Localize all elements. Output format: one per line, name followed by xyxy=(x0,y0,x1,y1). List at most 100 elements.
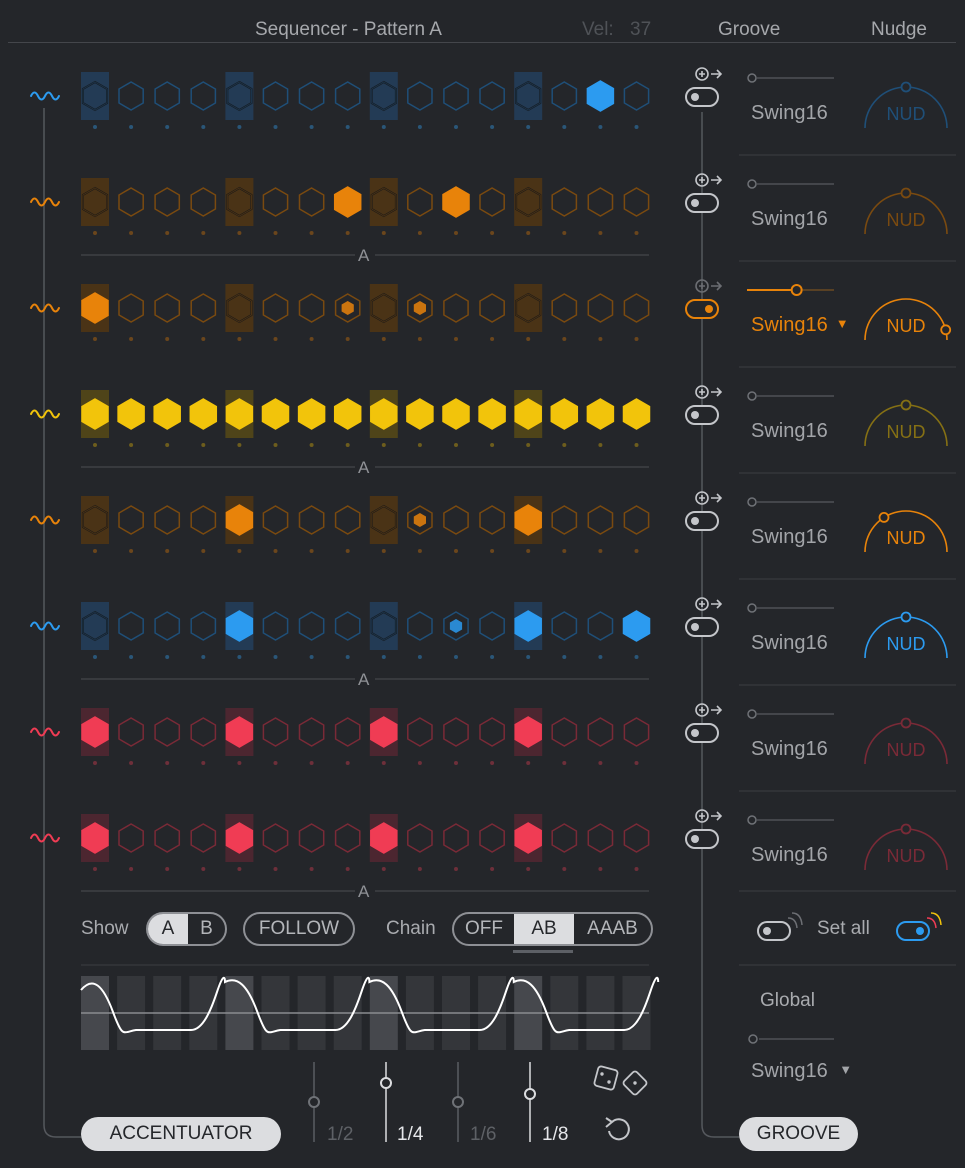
step-cell-ghost[interactable] xyxy=(413,301,426,315)
nudge-knob-handle[interactable] xyxy=(900,399,912,411)
step-cell[interactable] xyxy=(298,81,325,111)
step-cell-on[interactable] xyxy=(153,398,181,430)
step-cell[interactable] xyxy=(118,611,144,641)
step-cell[interactable] xyxy=(443,293,469,323)
swing-select[interactable]: Swing16 xyxy=(751,738,828,761)
step-cell[interactable] xyxy=(551,293,578,323)
step-cell[interactable] xyxy=(298,505,325,535)
add-groove-icon[interactable] xyxy=(695,173,709,187)
step-cell-on[interactable] xyxy=(514,822,542,854)
step-cell[interactable] xyxy=(190,505,217,535)
step-cell-on[interactable] xyxy=(225,716,254,748)
step-cell-on[interactable] xyxy=(225,610,254,642)
wave-icon[interactable] xyxy=(30,515,60,525)
groove-toggle[interactable] xyxy=(685,299,719,319)
nudge-knob-handle[interactable] xyxy=(900,823,912,835)
step-cell-on[interactable] xyxy=(586,80,615,112)
step-cell-on[interactable] xyxy=(117,398,145,430)
step-cell[interactable] xyxy=(623,187,650,217)
step-cell[interactable] xyxy=(407,187,433,217)
step-cell[interactable] xyxy=(190,81,217,111)
step-cell[interactable] xyxy=(118,187,144,217)
groove-button[interactable]: GROOVE xyxy=(739,1117,858,1151)
step-cell[interactable] xyxy=(479,823,505,853)
add-groove-icon[interactable] xyxy=(695,809,709,823)
global-swing-handle[interactable] xyxy=(748,1034,758,1044)
step-cell-on[interactable] xyxy=(225,398,254,430)
step-cell[interactable] xyxy=(154,293,181,323)
step-cell-on[interactable] xyxy=(622,398,651,430)
step-cell-on[interactable] xyxy=(514,504,542,536)
wave-icon[interactable] xyxy=(30,621,60,631)
swing-slider-handle[interactable] xyxy=(747,709,757,719)
chain-off-button[interactable]: OFF xyxy=(465,918,503,939)
rate-slider-handle[interactable] xyxy=(380,1077,392,1089)
nudge-knob-handle[interactable] xyxy=(900,611,912,623)
step-cell[interactable] xyxy=(154,81,181,111)
step-cell[interactable] xyxy=(118,293,144,323)
step-cell[interactable] xyxy=(551,505,578,535)
step-cell[interactable] xyxy=(623,81,650,111)
step-cell[interactable] xyxy=(443,823,469,853)
step-cell[interactable] xyxy=(623,505,650,535)
step-cell-on[interactable] xyxy=(297,398,326,430)
step-cell[interactable] xyxy=(623,293,650,323)
swing-slider-handle[interactable] xyxy=(790,284,803,296)
swing-slider-handle[interactable] xyxy=(747,391,757,401)
show-b-button[interactable]: B xyxy=(200,918,213,939)
step-cell[interactable] xyxy=(407,81,433,111)
step-cell[interactable] xyxy=(262,293,289,323)
step-cell[interactable] xyxy=(587,293,614,323)
accentuator-button[interactable]: ACCENTUATOR xyxy=(81,1117,281,1151)
step-cell-on[interactable] xyxy=(81,822,109,854)
rate-slider-handle[interactable] xyxy=(452,1096,464,1108)
step-cell[interactable] xyxy=(262,823,289,853)
step-cell-on[interactable] xyxy=(370,822,398,854)
step-cell-ghost[interactable] xyxy=(341,301,354,315)
step-cell-on[interactable] xyxy=(81,716,109,748)
step-cell[interactable] xyxy=(479,611,505,641)
step-cell[interactable] xyxy=(407,717,433,747)
step-cell[interactable] xyxy=(443,505,469,535)
step-cell-on[interactable] xyxy=(514,610,542,642)
step-cell[interactable] xyxy=(154,505,181,535)
step-cell-on[interactable] xyxy=(514,716,542,748)
swing-slider-handle[interactable] xyxy=(747,179,757,189)
step-cell-on[interactable] xyxy=(370,716,398,748)
step-cell[interactable] xyxy=(587,187,614,217)
step-cell[interactable] xyxy=(190,823,217,853)
swing-select[interactable]: Swing16 xyxy=(751,632,828,655)
chain-aaab-button[interactable]: AAAB xyxy=(587,918,638,939)
wave-icon[interactable] xyxy=(30,303,60,313)
step-cell-on[interactable] xyxy=(622,610,651,642)
add-groove-icon[interactable] xyxy=(695,279,709,293)
step-cell[interactable] xyxy=(298,611,325,641)
step-cell-on[interactable] xyxy=(333,186,362,218)
step-cell-on[interactable] xyxy=(189,398,218,430)
wave-icon[interactable] xyxy=(30,91,60,101)
wave-icon[interactable] xyxy=(30,833,60,843)
nudge-knob-arc[interactable] xyxy=(864,298,948,341)
step-cell-on[interactable] xyxy=(586,398,615,430)
rate-slider-handle[interactable] xyxy=(524,1088,536,1100)
step-cell-ghost[interactable] xyxy=(413,513,426,527)
nudge-knob-handle[interactable] xyxy=(900,187,912,199)
step-cell[interactable] xyxy=(118,81,144,111)
rate-label-1-4[interactable]: 1/4 xyxy=(397,1124,424,1145)
step-cell[interactable] xyxy=(623,823,650,853)
swing-slider-handle[interactable] xyxy=(747,497,757,507)
step-cell[interactable] xyxy=(262,717,289,747)
step-cell-on[interactable] xyxy=(81,398,109,430)
step-cell[interactable] xyxy=(551,187,578,217)
step-cell[interactable] xyxy=(118,717,144,747)
chain-ab-button[interactable]: AB xyxy=(514,914,574,944)
set-all-on-icon[interactable] xyxy=(896,921,930,941)
step-cell[interactable] xyxy=(587,611,614,641)
step-cell[interactable] xyxy=(298,823,325,853)
add-groove-icon[interactable] xyxy=(695,597,709,611)
global-swing-select[interactable]: Swing16 ▼ xyxy=(751,1060,852,1083)
step-cell[interactable] xyxy=(479,717,505,747)
wave-icon[interactable] xyxy=(30,727,60,737)
step-cell-on[interactable] xyxy=(550,398,579,430)
step-cell[interactable] xyxy=(443,611,469,641)
